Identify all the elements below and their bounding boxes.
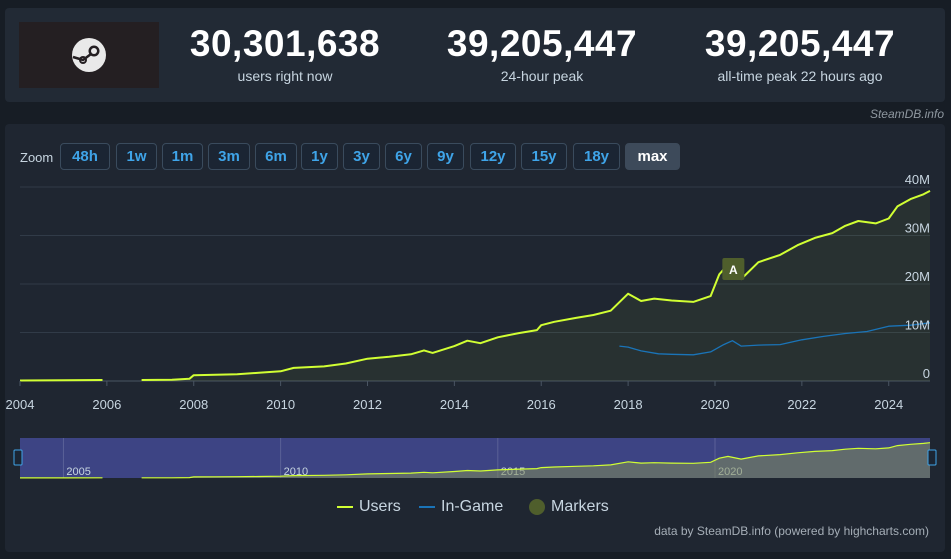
zoom-button-1m[interactable]: 1m — [162, 143, 203, 170]
zoom-button-15y[interactable]: 15y — [521, 143, 567, 170]
x-tick-label: 2016 — [527, 397, 556, 412]
stat-value: 30,301,638 — [189, 23, 381, 64]
navigator: 2005201020152020 — [13, 438, 937, 479]
zoom-button-12y[interactable]: 12y — [470, 143, 516, 170]
markers: A — [722, 258, 745, 280]
y-tick-label: 40M — [905, 172, 930, 187]
y-tick-label: 20M — [905, 269, 930, 284]
x-tick-label: 2020 — [701, 397, 730, 412]
legend-item-users[interactable]: Users — [337, 498, 401, 516]
zoom-label: Zoom — [20, 150, 54, 165]
y-tick-label: 10M — [905, 318, 930, 333]
zoom-button-9y[interactable]: 9y — [427, 143, 464, 170]
x-tick-label: 2006 — [92, 397, 121, 412]
chart-panel: Zoom 48h 1w 1m 3m 6m 1y 3y 6y 9y 12y 15y… — [5, 124, 945, 552]
navigator-handle-left[interactable] — [13, 449, 23, 466]
marker-flag — [722, 258, 745, 280]
zoom-button-3y[interactable]: 3y — [343, 143, 380, 170]
y-axis-ticks: 0 10M 20M 30M 40M — [905, 172, 930, 381]
navigator-line — [141, 442, 931, 479]
users-area-fill — [141, 190, 931, 381]
x-tick-label: 2012 — [353, 397, 382, 412]
y-tick-label: 0 — [923, 366, 930, 381]
users-area — [20, 190, 931, 381]
navigator-area — [141, 442, 931, 478]
steamdb-credit[interactable]: SteamDB.info — [869, 107, 944, 121]
zoom-button-3m[interactable]: 3m — [208, 143, 250, 170]
legend-item-markers[interactable]: Markers — [529, 498, 609, 516]
stat-all-time-peak: 39,205,447 all-time peak 22 hours ago — [670, 23, 930, 85]
stat-label: users right now — [237, 68, 333, 84]
in-game-series-line — [619, 322, 931, 356]
grid-lines — [20, 186, 930, 382]
x-tick-label: 2024 — [874, 397, 903, 412]
users-series-line — [19, 379, 103, 382]
steam-icon — [72, 38, 106, 72]
stat-value: 39,205,447 — [446, 23, 638, 64]
legend-swatch — [419, 506, 435, 508]
x-axis-ticks: 2004 2006 2008 2010 2012 2014 2016 2018 2020 2022… — [6, 381, 903, 412]
zoom-button-6y[interactable]: 6y — [385, 143, 422, 170]
line-chart[interactable]: A 0 10M 20M 30M 40M 2004 2006 2008 2010 2012 2014… — [5, 124, 945, 552]
x-tick-label: 2014 — [440, 397, 469, 412]
x-tick-label: 2008 — [179, 397, 208, 412]
stat-label: 24-hour peak — [500, 68, 584, 84]
y-tick-label: 30M — [905, 221, 930, 236]
x-tick-label: 2018 — [614, 397, 643, 412]
legend-label: Users — [359, 498, 401, 515]
stat-value: 39,205,447 — [704, 23, 896, 64]
x-tick-label: 2004 — [6, 397, 35, 412]
stat-label: all-time peak 22 hours ago — [717, 68, 883, 84]
zoom-button-1y[interactable]: 1y — [301, 143, 338, 170]
marker-label: A — [729, 263, 738, 277]
users-series-line — [141, 190, 931, 381]
navigator-handle-right[interactable] — [927, 449, 937, 466]
zoom-button-1w[interactable]: 1w — [116, 143, 157, 170]
steam-logo[interactable] — [19, 22, 159, 88]
zoom-button-max[interactable]: max — [625, 143, 680, 170]
series-lines — [19, 190, 931, 382]
stat-24h-peak: 39,205,447 24-hour peak — [422, 23, 662, 85]
legend-label: Markers — [551, 498, 609, 515]
stat-current-users: 30,301,638 users right now — [165, 23, 405, 85]
zoom-button-18y[interactable]: 18y — [573, 143, 620, 170]
x-tick-label: 2010 — [266, 397, 295, 412]
legend-swatch — [529, 499, 545, 515]
x-tick-label: 2022 — [787, 397, 816, 412]
stats-panel: 30,301,638 users right now 39,205,447 24… — [5, 8, 945, 102]
navigator-tick-label: 2005 — [66, 466, 90, 478]
legend-label: In-Game — [441, 498, 504, 515]
legend-swatch — [337, 506, 353, 508]
legend-item-in-game[interactable]: In-Game — [419, 498, 503, 516]
footer-credit[interactable]: data by SteamDB.info (powered by highcha… — [654, 524, 929, 538]
zoom-button-6m[interactable]: 6m — [255, 143, 297, 170]
zoom-button-48h[interactable]: 48h — [60, 143, 110, 170]
